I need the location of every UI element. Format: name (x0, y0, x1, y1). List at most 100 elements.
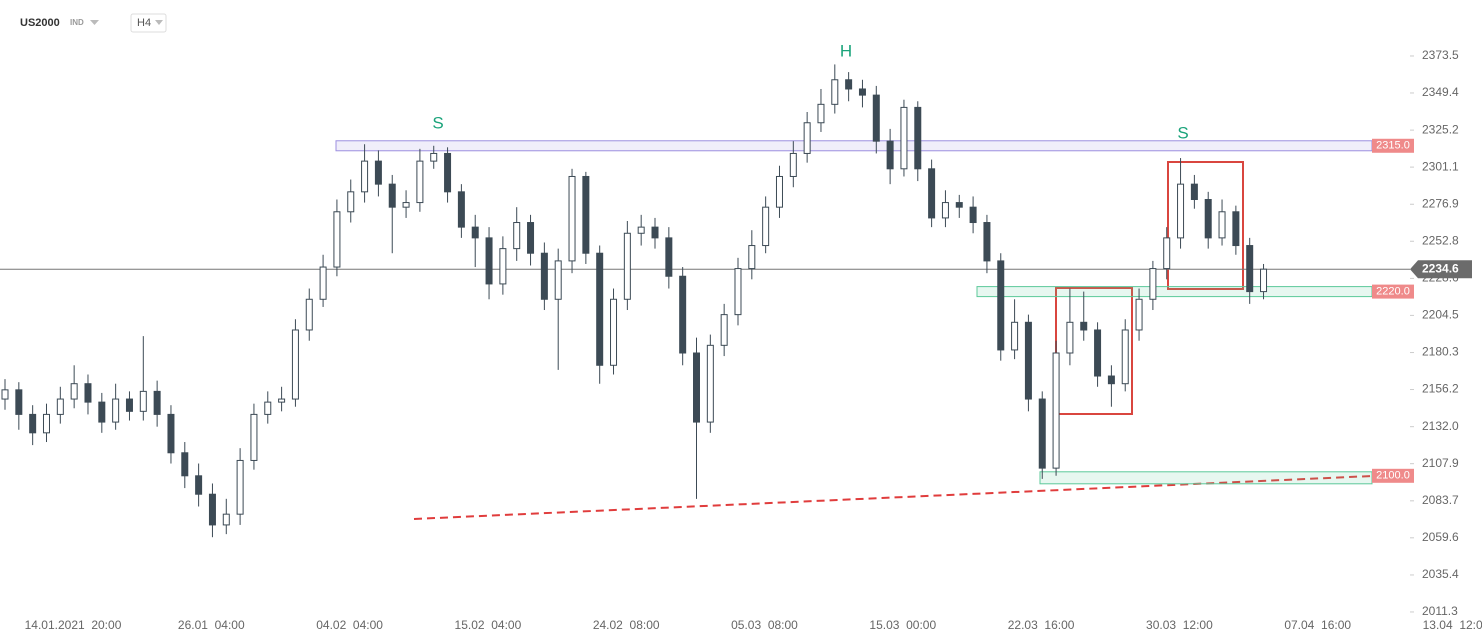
candle-body (623, 232, 631, 300)
x-tick-label: 24.02 08:00 (593, 618, 660, 632)
candle-body (706, 344, 714, 423)
candle-body (1149, 268, 1157, 300)
symbol[interactable]: US2000 (20, 17, 60, 29)
interval[interactable]: H4 (137, 17, 151, 29)
candle-body (485, 237, 493, 285)
candle-body (29, 413, 37, 434)
y-tick-label: 2156.2 (1422, 382, 1459, 396)
level-zone (335, 140, 1373, 152)
candle-body (941, 202, 949, 219)
trend-line (413, 475, 1373, 520)
candle-body (1, 389, 9, 400)
candle-body (15, 389, 23, 415)
candle-body (1011, 321, 1019, 351)
candle-body (914, 106, 922, 170)
candle-body (374, 160, 382, 185)
candle-body (139, 390, 147, 412)
dropdown-arrow[interactable] (90, 20, 99, 25)
candle-body (734, 268, 742, 316)
candle-body (665, 237, 673, 277)
candle-body (291, 329, 299, 400)
y-tick-label: 2349.4 (1422, 85, 1459, 99)
candle-body (84, 383, 92, 403)
candle-body (430, 152, 438, 162)
candle-body (1107, 375, 1115, 385)
candle-body (56, 398, 64, 415)
level-tag (1372, 138, 1414, 153)
level-zone (1039, 471, 1373, 485)
candle-body (153, 390, 161, 415)
candle-body (333, 211, 341, 268)
interval-box[interactable] (130, 13, 167, 33)
y-tick-label: 2059.6 (1422, 530, 1459, 544)
y-tick-label: 2204.5 (1422, 308, 1459, 322)
dropdown-arrow[interactable] (155, 20, 163, 25)
candle-body (886, 140, 894, 170)
level-tag (1372, 468, 1414, 483)
candle-body (125, 398, 133, 412)
candle-body (1024, 321, 1032, 400)
candle-body (457, 191, 465, 228)
candle-body (1260, 268, 1268, 293)
candle-body (748, 245, 756, 270)
candle-body (319, 266, 327, 300)
y-tick-label: 2035.4 (1422, 567, 1459, 581)
y-tick-label: 2180.3 (1422, 345, 1459, 359)
x-tick-label: 22.03 16:00 (1008, 618, 1075, 632)
candle-body (388, 183, 396, 208)
candle-body (637, 226, 645, 234)
candle-body (693, 352, 700, 423)
level-label: 2100.0 (1376, 470, 1410, 482)
y-tick-label: 2301.1 (1422, 159, 1459, 173)
y-tick-label: 2373.5 (1422, 48, 1459, 62)
candle-body (167, 413, 175, 454)
candle-body (610, 298, 618, 366)
candle-body (983, 222, 991, 262)
candle-body (499, 248, 507, 285)
candle-body (872, 94, 880, 142)
candle-body (264, 401, 272, 415)
x-tick-label: 15.03 00:00 (869, 618, 936, 632)
candle-body (513, 222, 521, 250)
level-label: 2220.0 (1376, 286, 1410, 298)
candle-body (955, 202, 963, 208)
candle-body (278, 398, 286, 403)
candle-body (361, 160, 369, 193)
x-tick-label: 13.04 12:00 (1423, 618, 1482, 632)
x-tick-label: 15.02 04:00 (455, 618, 522, 632)
candle-body (720, 314, 728, 346)
candle-body (1190, 183, 1198, 200)
y-tick-label: 2083.7 (1422, 493, 1459, 507)
candle-body (900, 106, 908, 170)
x-tick-label: 04.02 04:00 (316, 618, 383, 632)
x-tick-label: 14.01.2021 20:00 (25, 618, 122, 632)
candle-body (98, 401, 106, 423)
x-tick-label: 05.03 08:00 (731, 618, 798, 632)
candle-body (1094, 329, 1102, 377)
candle-body (181, 452, 189, 477)
candle-body (1052, 352, 1060, 469)
candle-body (540, 252, 548, 300)
pattern-label: H (840, 41, 852, 60)
candle-body (1135, 298, 1143, 331)
candle-body (1066, 321, 1074, 354)
x-tick-label: 30.03 12:00 (1146, 618, 1213, 632)
level-zone (976, 286, 1373, 298)
candle-body (527, 222, 535, 254)
last-price-tag (1410, 260, 1472, 279)
candle-body (1232, 211, 1240, 247)
candle-body (1218, 211, 1226, 239)
candle-body (208, 493, 216, 526)
level-tag (1372, 284, 1414, 299)
candle-body (236, 459, 244, 515)
candle-body (997, 260, 1005, 351)
candle-body (1080, 321, 1088, 331)
candle-body (1038, 398, 1046, 469)
candle-body (347, 191, 355, 213)
candle-body (1204, 199, 1212, 239)
candle-body (762, 206, 770, 247)
candle-body (845, 79, 853, 90)
candle-body (817, 103, 825, 124)
